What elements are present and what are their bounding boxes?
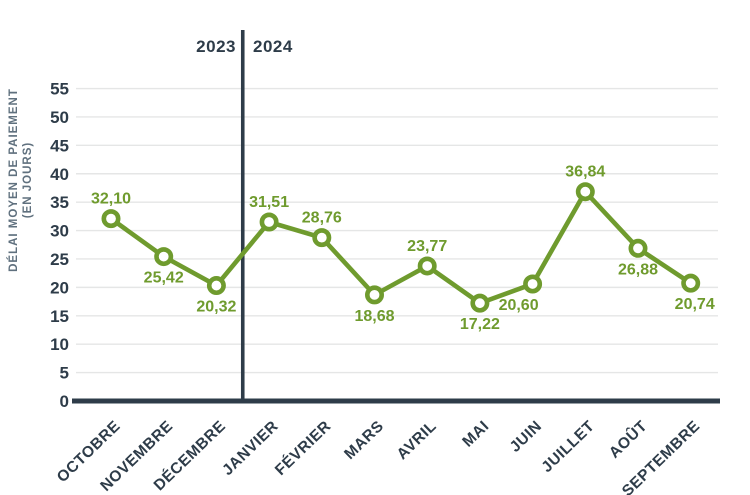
y-tick-label: 45	[50, 136, 69, 155]
data-point-marker	[101, 209, 121, 229]
data-line	[109, 187, 692, 306]
data-point-marker	[470, 293, 490, 313]
y-axis-title-line2: (EN JOURS)	[22, 141, 34, 219]
y-tick-label: 20	[50, 278, 69, 297]
data-point-marker	[312, 228, 332, 248]
data-point-marker	[681, 273, 701, 293]
year-label-2024: 2024	[253, 37, 293, 56]
data-point-marker	[364, 285, 384, 305]
x-tick-label: MARS	[341, 418, 387, 463]
y-tick-label: 5	[60, 364, 69, 383]
year-label-2023: 2023	[196, 37, 236, 56]
x-tick-label: JUILLET	[539, 418, 599, 476]
x-tick-label: AOÛT	[605, 417, 651, 462]
data-point-label: 20,60	[499, 297, 539, 314]
data-point-marker	[154, 247, 174, 267]
data-point-label: 17,22	[460, 316, 500, 333]
data-point-label: 32,10	[91, 191, 131, 208]
data-point-label: 31,51	[249, 194, 289, 211]
data-point-label: 23,77	[407, 238, 447, 255]
y-tick-label: 40	[50, 165, 69, 184]
y-tick-label: 30	[50, 222, 69, 241]
data-point-label: 25,42	[144, 270, 184, 287]
y-tick-label: 25	[50, 250, 69, 269]
x-tick-label: FÉVRIER	[272, 418, 335, 479]
y-tick-label: 15	[50, 307, 69, 326]
x-tick-label: MAI	[459, 418, 492, 451]
x-tick-label: JUIN	[507, 418, 546, 456]
y-axis-title: DÉLAI MOYEN DE PAIEMENT (EN JOURS)	[7, 80, 35, 280]
data-point-marker	[417, 256, 437, 276]
data-point-label: 20,32	[196, 299, 236, 316]
data-point-marker	[259, 212, 279, 232]
data-point-marker	[523, 274, 543, 294]
y-tick-label: 10	[50, 335, 69, 354]
data-point-label: 18,68	[354, 308, 394, 325]
data-point-marker	[206, 276, 226, 296]
y-tick-label: 0	[60, 392, 69, 411]
data-point-label: 36,84	[565, 164, 605, 181]
data-point-marker	[628, 238, 648, 258]
data-point-label: 20,74	[675, 296, 715, 313]
x-tick-label: AVRIL	[394, 418, 440, 463]
data-point-label: 28,76	[302, 210, 342, 227]
y-tick-label: 55	[50, 80, 69, 99]
y-axis-title-line1: DÉLAI MOYEN DE PAIEMENT	[8, 88, 20, 272]
data-point-label: 26,88	[618, 261, 658, 278]
y-tick-label: 50	[50, 108, 69, 127]
y-tick-label: 35	[50, 193, 69, 212]
x-tick-label: JANVIER	[219, 418, 282, 479]
data-point-marker	[575, 182, 595, 202]
